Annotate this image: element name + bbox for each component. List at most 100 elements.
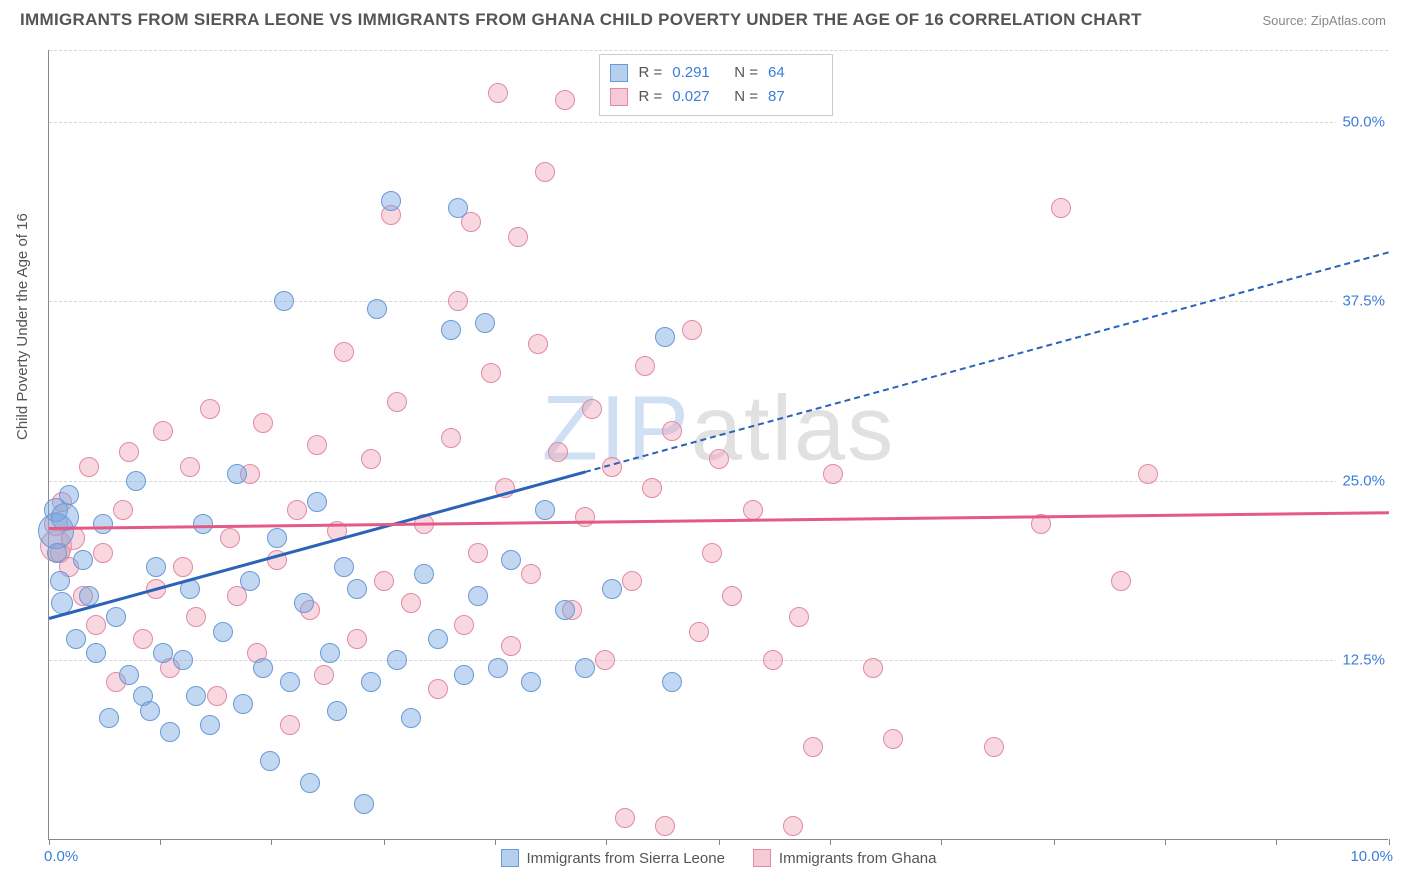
scatter-point <box>173 557 193 577</box>
scatter-point <box>1138 464 1158 484</box>
x-tick <box>49 839 50 845</box>
stat-r-label: R = <box>638 85 662 109</box>
legend-item: Immigrants from Sierra Leone <box>501 849 725 867</box>
scatter-point <box>468 543 488 563</box>
scatter-point <box>454 615 474 635</box>
scatter-point <box>160 722 180 742</box>
scatter-point <box>334 342 354 362</box>
y-tick-label: 37.5% <box>1336 291 1391 312</box>
scatter-point <box>863 658 883 678</box>
scatter-point <box>521 672 541 692</box>
trend-line <box>49 511 1389 530</box>
scatter-point <box>481 363 501 383</box>
scatter-point <box>823 464 843 484</box>
y-axis-label: Child Poverty Under the Age of 16 <box>14 213 31 440</box>
scatter-point <box>173 650 193 670</box>
swatch-blue-icon <box>501 849 519 867</box>
scatter-point <box>367 299 387 319</box>
scatter-point <box>113 500 133 520</box>
scatter-point <box>267 528 287 548</box>
scatter-point <box>535 162 555 182</box>
title-bar: IMMIGRANTS FROM SIERRA LEONE VS IMMIGRAN… <box>0 0 1406 36</box>
scatter-point <box>548 442 568 462</box>
scatter-point <box>441 320 461 340</box>
chart-title: IMMIGRANTS FROM SIERRA LEONE VS IMMIGRAN… <box>20 10 1142 30</box>
legend-label: Immigrants from Sierra Leone <box>527 850 725 867</box>
scatter-point <box>387 650 407 670</box>
scatter-point <box>119 442 139 462</box>
scatter-point <box>441 428 461 448</box>
scatter-point <box>73 550 93 570</box>
stats-row: R = 0.291 N = 64 <box>610 61 820 85</box>
scatter-point <box>200 715 220 735</box>
scatter-point <box>428 629 448 649</box>
scatter-point <box>354 794 374 814</box>
scatter-point <box>575 658 595 678</box>
y-tick-label: 25.0% <box>1336 470 1391 491</box>
x-tick <box>719 839 720 845</box>
x-tick <box>606 839 607 845</box>
scatter-point <box>508 227 528 247</box>
scatter-point <box>428 679 448 699</box>
scatter-point <box>555 90 575 110</box>
legend-item: Immigrants from Ghana <box>753 849 937 867</box>
scatter-point <box>119 665 139 685</box>
scatter-point <box>501 550 521 570</box>
scatter-point <box>280 672 300 692</box>
x-tick-label: 10.0% <box>1350 848 1393 865</box>
stats-row: R = 0.027 N = 87 <box>610 85 820 109</box>
scatter-point <box>361 449 381 469</box>
scatter-point <box>595 650 615 670</box>
scatter-point <box>475 313 495 333</box>
scatter-point <box>186 607 206 627</box>
x-tick <box>1165 839 1166 845</box>
scatter-point <box>320 643 340 663</box>
scatter-point <box>401 593 421 613</box>
scatter-point <box>662 421 682 441</box>
gridline <box>49 122 1388 123</box>
x-tick <box>271 839 272 845</box>
x-tick-label: 0.0% <box>44 848 78 865</box>
scatter-point <box>488 658 508 678</box>
scatter-point <box>702 543 722 563</box>
x-tick <box>384 839 385 845</box>
legend-label: Immigrants from Ghana <box>779 850 937 867</box>
scatter-point <box>47 543 67 563</box>
x-tick <box>941 839 942 845</box>
scatter-point <box>488 83 508 103</box>
scatter-point <box>682 320 702 340</box>
scatter-point <box>253 413 273 433</box>
scatter-point <box>743 500 763 520</box>
scatter-point <box>260 751 280 771</box>
scatter-point <box>803 737 823 757</box>
scatter-point <box>722 586 742 606</box>
scatter-point <box>307 435 327 455</box>
stat-r-label: R = <box>638 61 662 85</box>
scatter-point <box>655 327 675 347</box>
x-tick <box>160 839 161 845</box>
scatter-point <box>307 492 327 512</box>
scatter-point <box>984 737 1004 757</box>
scatter-point <box>401 708 421 728</box>
scatter-point <box>361 672 381 692</box>
x-tick <box>1389 839 1390 845</box>
scatter-point <box>287 500 307 520</box>
scatter-point <box>280 715 300 735</box>
scatter-point <box>207 686 227 706</box>
scatter-point <box>153 643 173 663</box>
scatter-point <box>535 500 555 520</box>
scatter-point <box>642 478 662 498</box>
x-tick <box>830 839 831 845</box>
scatter-point <box>582 399 602 419</box>
scatter-point <box>414 564 434 584</box>
scatter-point <box>374 571 394 591</box>
scatter-point <box>528 334 548 354</box>
scatter-point <box>140 701 160 721</box>
gridline <box>49 301 1388 302</box>
trend-line <box>585 251 1390 473</box>
scatter-point <box>615 808 635 828</box>
scatter-point <box>227 464 247 484</box>
scatter-point <box>186 686 206 706</box>
scatter-point <box>93 514 113 534</box>
scatter-point <box>86 615 106 635</box>
